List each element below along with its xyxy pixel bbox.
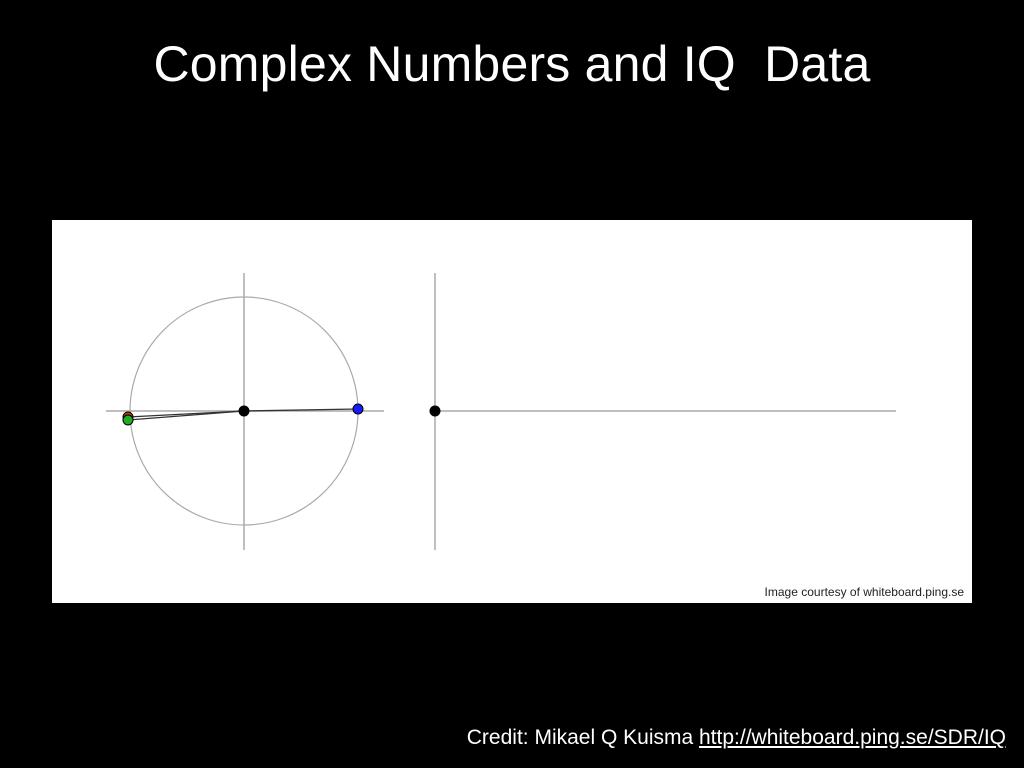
credit-link[interactable]: http://whiteboard.ping.se/SDR/IQ: [699, 726, 1006, 749]
green-point: [122, 414, 134, 426]
vector-to-blue-point: [243, 408, 359, 412]
credit-line: Credit: Mikael Q Kuisma http://whiteboar…: [467, 726, 1006, 750]
image-courtesy-text: Image courtesy of whiteboard.ping.se: [764, 585, 964, 599]
iq-figure-panel: Image courtesy of whiteboard.ping.se: [52, 220, 972, 603]
vector-to-green-point: [127, 410, 245, 421]
slide-title: Complex Numbers and IQ Data: [153, 36, 871, 92]
blue-point: [352, 403, 364, 415]
credit-prefix: Credit: Mikael Q Kuisma: [466, 726, 699, 749]
iq-diagram: [106, 273, 896, 550]
time-origin-dot: [429, 405, 441, 417]
circle-origin-dot: [238, 405, 250, 417]
